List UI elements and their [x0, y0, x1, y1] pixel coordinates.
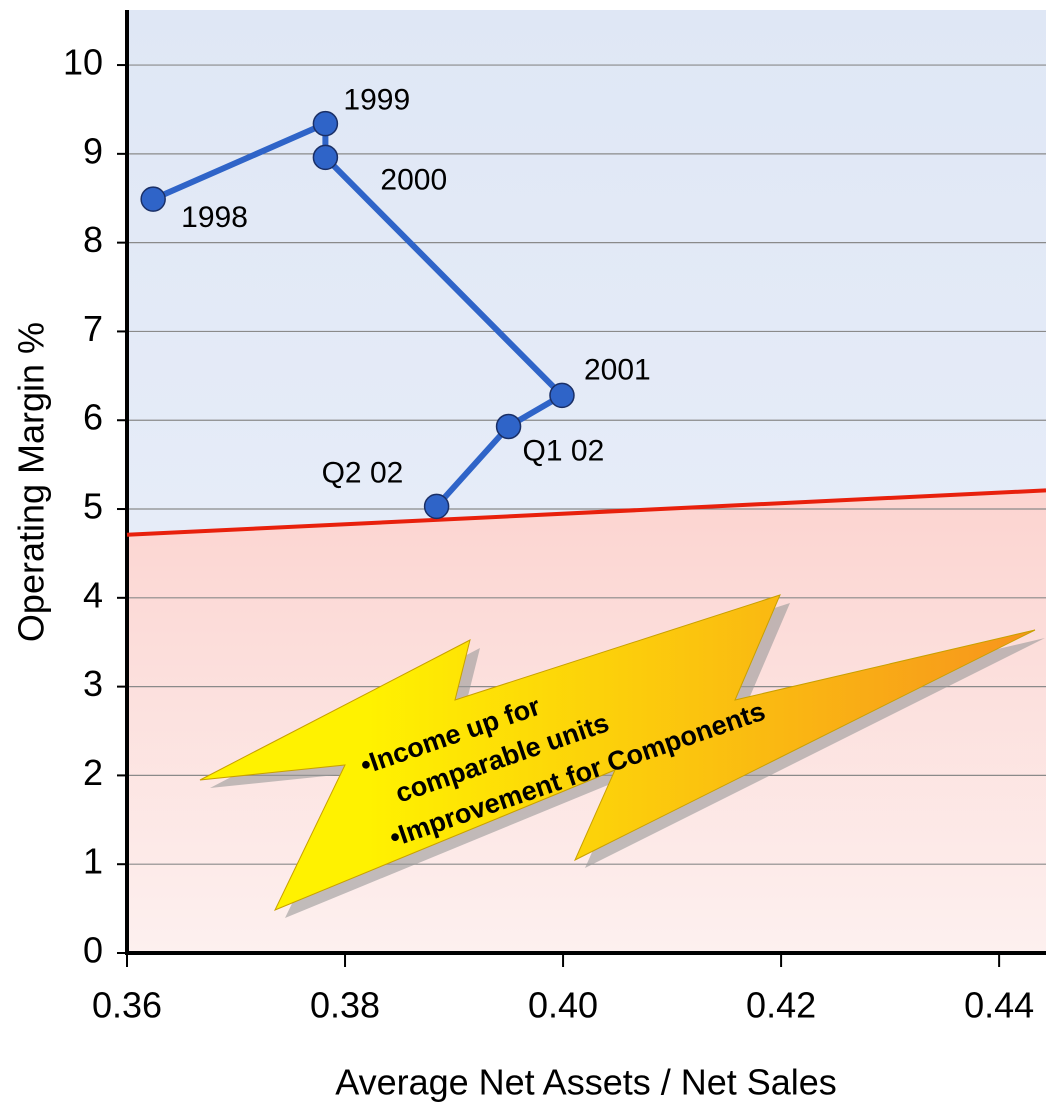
chart: 0123456789100.360.380.400.420.44 •Income…	[0, 0, 1046, 1117]
y-tick-label: 5	[83, 486, 103, 527]
point-label: 2001	[584, 353, 651, 386]
y-tick-label: 8	[83, 219, 103, 260]
y-tick-label: 2	[83, 752, 103, 793]
point-label: 2000	[380, 163, 447, 196]
y-tick-label: 6	[83, 397, 103, 438]
point-label: 1999	[343, 84, 410, 117]
x-tick-label: 0.42	[746, 985, 816, 1026]
x-tick-label: 0.36	[92, 985, 162, 1026]
y-tick-label: 4	[83, 574, 103, 615]
x-tick-label: 0.44	[964, 985, 1034, 1026]
y-tick-label: 9	[83, 130, 103, 171]
y-tick-label: 7	[83, 308, 103, 349]
point	[425, 494, 449, 518]
y-tick-label: 3	[83, 663, 103, 704]
point	[141, 187, 165, 211]
y-tick-label: 1	[83, 841, 103, 882]
point	[313, 112, 337, 136]
x-axis-label: Average Net Assets / Net Sales	[335, 1062, 837, 1103]
y-tick-label: 10	[63, 42, 103, 83]
x-tick-label: 0.38	[310, 985, 380, 1026]
point-label: Q2 02	[322, 456, 404, 489]
y-tick-label: 0	[83, 930, 103, 971]
y-axis-label: Operating Margin %	[11, 322, 52, 642]
x-tick-label: 0.40	[528, 985, 598, 1026]
point	[313, 145, 337, 169]
point-label: Q1 02	[523, 434, 605, 467]
point-label: 1998	[181, 201, 248, 234]
point	[497, 414, 521, 438]
point	[550, 383, 574, 407]
